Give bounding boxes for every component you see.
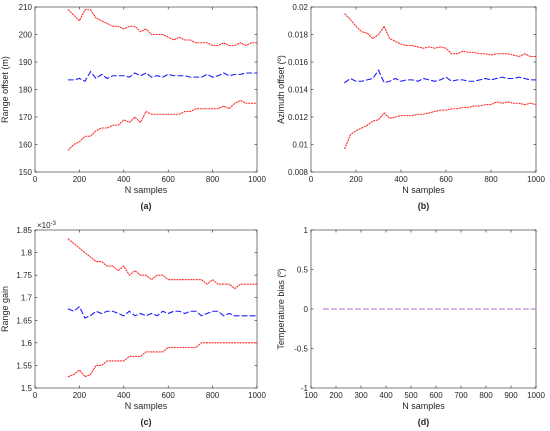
y-tick-label: 210: [19, 3, 33, 12]
panel-caption: (c): [141, 417, 152, 427]
x-tick-label: 200: [349, 175, 363, 184]
x-tick-label: 200: [329, 391, 343, 400]
x-axis-label: N samples: [402, 185, 445, 195]
y-tick-label: 0.008: [288, 168, 309, 177]
x-tick-label: 800: [484, 175, 498, 184]
series-line-upper: [67, 238, 258, 290]
y-tick-label: 0.016: [288, 58, 309, 67]
y-tick-label: 1.75: [16, 271, 32, 280]
x-tick-label: 800: [479, 391, 493, 400]
x-tick-label: 300: [354, 391, 368, 400]
x-axis-label: N samples: [402, 401, 445, 411]
x-tick-label: 600: [439, 175, 453, 184]
y-tick-label: 0: [304, 305, 309, 314]
x-tick-label: 600: [429, 391, 443, 400]
x-tick-label: 400: [117, 175, 131, 184]
x-tick-label: 1000: [248, 175, 266, 184]
series-line-lower: [67, 99, 258, 151]
x-tick-label: 200: [73, 391, 87, 400]
x-tick-label: 600: [162, 175, 176, 184]
series-line-mean: [67, 70, 258, 82]
x-tick-label: 800: [206, 175, 220, 184]
series-line-upper: [344, 13, 537, 58]
plot-frame: [34, 229, 258, 389]
x-tick-label: 400: [379, 391, 393, 400]
x-tick-label: 900: [504, 391, 518, 400]
y-tick-label: 150: [19, 168, 33, 177]
panel-b: 0 200 400 600 800 1000 0.008 0.01 0.012 0.014 0.01…: [276, 3, 545, 211]
x-tick-label: 0: [309, 175, 314, 184]
y-exponent-power: -3: [51, 221, 57, 227]
y-tick-label: 0.01: [292, 141, 308, 150]
x-axis-label: N samples: [125, 185, 168, 195]
y-tick-label: 0.5: [297, 266, 309, 275]
x-tick-label: 1000: [527, 391, 545, 400]
y-exponent-base: ×10: [37, 221, 51, 230]
y-tick-label: 0.014: [288, 86, 309, 95]
y-tick-label: 200: [19, 31, 33, 40]
x-tick-label: 600: [162, 391, 176, 400]
x-axis-label: N samples: [125, 401, 168, 411]
y-tick-label: 1.85: [16, 226, 32, 235]
y-axis-label: Azimuth offset (º): [276, 55, 286, 124]
y-tick-label: 1.6: [21, 339, 33, 348]
y-axis-label: Range offset (m): [0, 56, 10, 123]
series-line-mean: [344, 69, 537, 84]
series-line-lower: [344, 101, 537, 150]
x-tick-label: 400: [394, 175, 408, 184]
x-tick-label: 0: [33, 175, 38, 184]
y-tick-label: 180: [19, 86, 33, 95]
y-tick-label: 1.7: [21, 294, 33, 303]
x-tick-label: 1000: [248, 391, 266, 400]
panel-a: 0 200 400 600 800 1000 150 160 170 180 190 200 210 N …: [0, 3, 266, 211]
panel-c: 0 200 400 600 800 1000 1.5 1.55 1.6 1.65 1.7 1.75 1.…: [0, 221, 266, 427]
panel-caption: (a): [141, 201, 152, 211]
x-tick-label: 500: [404, 391, 418, 400]
panel-caption: (b): [418, 201, 430, 211]
y-tick-label: 160: [19, 141, 33, 150]
series-line-lower: [67, 342, 258, 378]
y-tick-label: -0.5: [294, 345, 308, 354]
y-tick-label: 0.018: [288, 31, 309, 40]
y-tick-label: 1.5: [21, 384, 33, 393]
series-line-mean: [67, 305, 258, 319]
y-tick-label: 170: [19, 113, 33, 122]
panel-d: 100 200 300 400 500 600 700 800 900 1000 -1 -0.5 0 0.…: [276, 226, 545, 427]
panel-caption: (d): [418, 417, 430, 427]
y-tick-label: 1.65: [16, 316, 32, 325]
y-tick-label: 0.012: [288, 113, 309, 122]
y-tick-label: 1.8: [21, 249, 33, 258]
y-tick-label: 1.55: [16, 361, 32, 370]
plot-frame: [34, 6, 258, 173]
y-axis-label: Temperature bias (º): [276, 268, 286, 349]
x-tick-label: 700: [454, 391, 468, 400]
y-exponent-label: ×10-3: [37, 221, 57, 230]
y-tick-label: 190: [19, 58, 33, 67]
x-tick-label: 200: [73, 175, 87, 184]
x-tick-label: 400: [117, 391, 131, 400]
y-axis-label: Range gain: [0, 286, 10, 332]
x-tick-label: 100: [304, 391, 318, 400]
x-tick-label: 1000: [527, 175, 545, 184]
x-tick-label: 0: [33, 391, 38, 400]
x-tick-label: 800: [206, 391, 220, 400]
y-tick-label: -1: [301, 384, 309, 393]
y-tick-label: 1: [304, 226, 309, 235]
y-tick-label: 0.02: [292, 3, 308, 12]
series-line-upper: [67, 9, 258, 47]
